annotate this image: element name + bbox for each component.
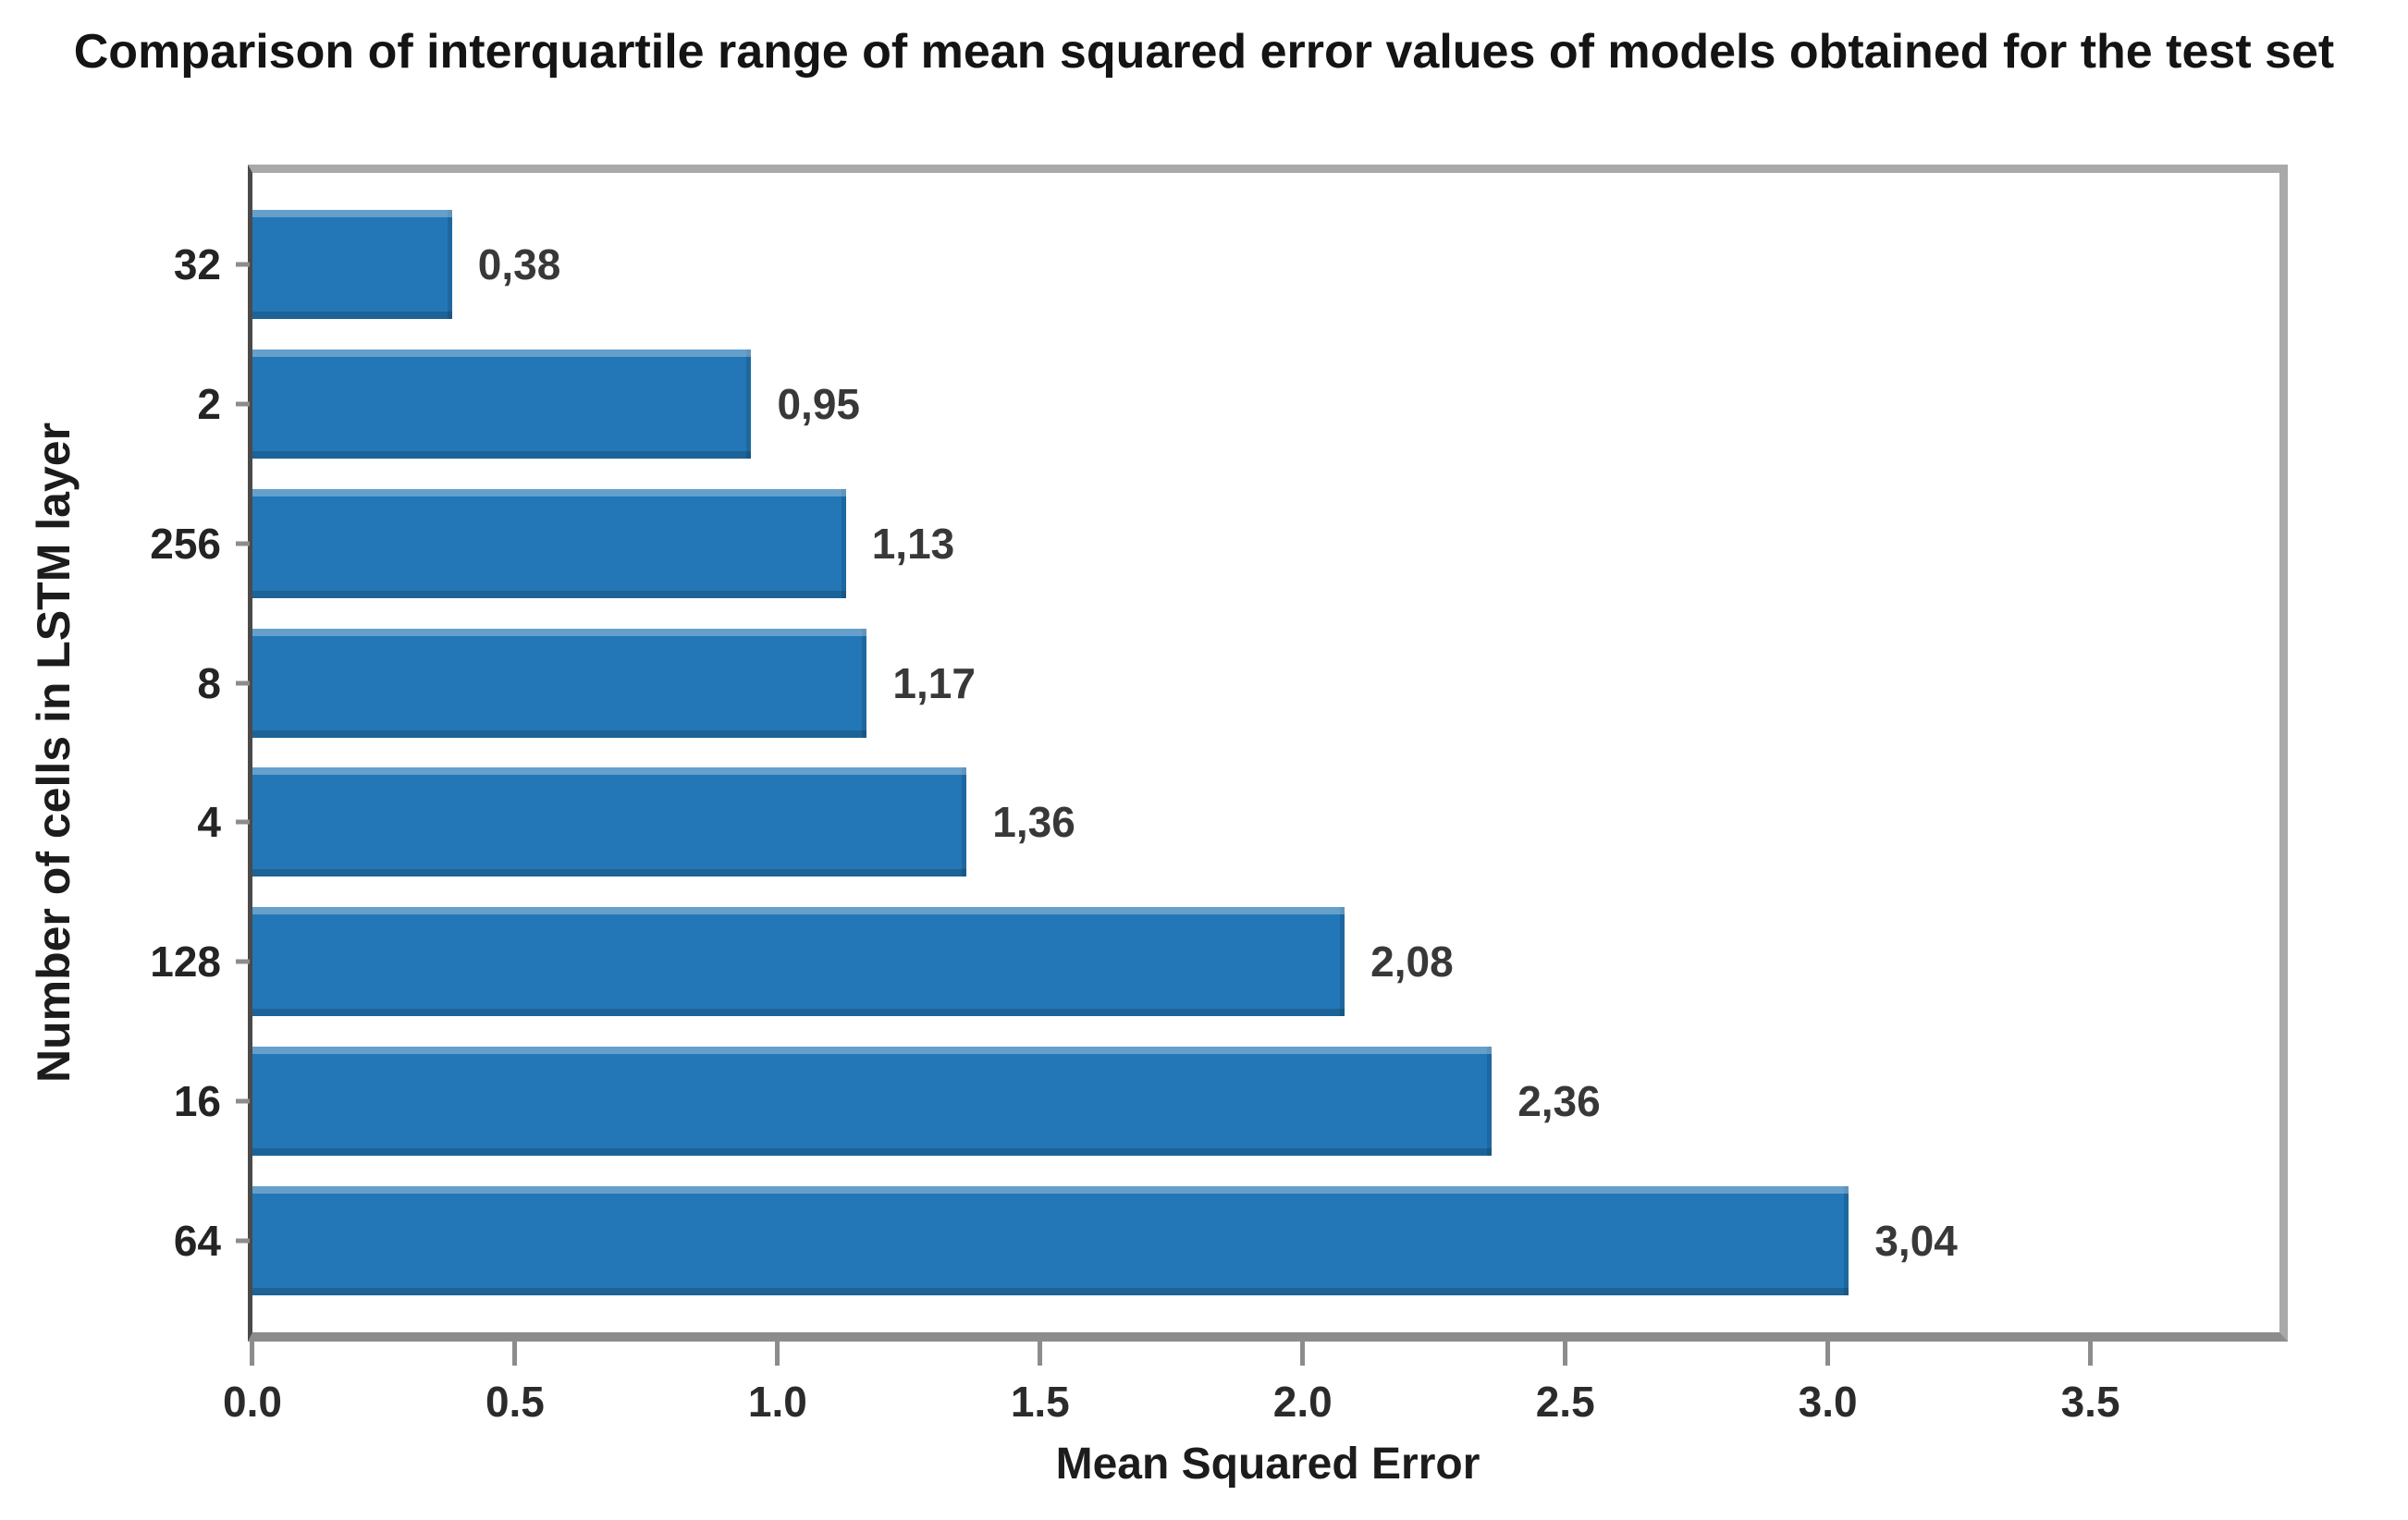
bar-row: 16 2,36 [174, 1047, 2279, 1157]
bar-value-label: 1,13 [871, 519, 955, 568]
y-tick-mark [236, 1238, 250, 1244]
bar-value-label: 0,95 [777, 379, 860, 428]
bar-row: 64 3,04 [174, 1185, 2279, 1295]
x-axis-title: Mean Squared Error [1055, 1440, 1480, 1489]
x-tick-label: 0.0 [223, 1378, 282, 1426]
x-tick-label: 3.5 [2060, 1378, 2120, 1426]
x-tick-mark [512, 1342, 518, 1366]
x-tick-mark [1563, 1342, 1568, 1366]
bars-area: 32 0,38 2 0,95 256 1,13 8 1,17 4 1,36 128 2,08 16 2,3… [150, 173, 2279, 1332]
y-category-label: 8 [197, 658, 221, 707]
y-category-label: 256 [150, 519, 221, 568]
y-category-label: 64 [173, 1216, 221, 1265]
bar [252, 1047, 1493, 1157]
bar-value-label: 1,36 [992, 798, 1075, 847]
bar-value-label: 3,04 [1874, 1216, 1958, 1265]
x-tick-label: 0.5 [485, 1378, 545, 1426]
y-category-label: 128 [150, 938, 221, 987]
x-tick: 2.5 [1536, 1342, 1595, 1427]
bar [252, 628, 867, 738]
bar-value-label: 1,17 [892, 658, 976, 707]
y-tick-mark [236, 1098, 250, 1104]
x-tick: 0.0 [223, 1342, 282, 1427]
chart-title: Comparison of interquartile range of mea… [73, 25, 2335, 79]
bar-row: 256 1,13 [150, 488, 2279, 598]
x-tick-label: 2.0 [1272, 1378, 1333, 1426]
y-tick-mark [236, 819, 250, 825]
x-tick-label: 1.0 [747, 1378, 807, 1426]
y-category-label: 16 [173, 1077, 221, 1126]
bar-value-label: 0,38 [477, 240, 561, 288]
bar-value-label: 2,08 [1370, 938, 1454, 987]
x-tick: 1.5 [1011, 1342, 1070, 1427]
bar-row: 4 1,36 [197, 767, 2279, 877]
y-category-label: 2 [197, 379, 221, 428]
bar-row: 8 1,17 [197, 628, 2279, 738]
x-tick: 3.0 [1799, 1342, 1858, 1427]
y-category-label: 32 [173, 240, 221, 288]
x-tick-label: 3.0 [1798, 1378, 1858, 1426]
x-tick: 0.5 [485, 1342, 545, 1427]
x-tick-mark [250, 1342, 255, 1366]
bar [252, 767, 967, 877]
x-tick-mark [1300, 1342, 1306, 1366]
x-tick-mark [775, 1342, 780, 1366]
bar-row: 32 0,38 [174, 210, 2279, 319]
x-tick-mark [1038, 1342, 1043, 1366]
bar [252, 349, 752, 459]
y-tick-mark [236, 959, 250, 964]
plot-area: 32 0,38 2 0,95 256 1,13 8 1,17 4 1,36 128 2,08 16 2,3… [150, 165, 2288, 1426]
x-tick: 3.5 [2061, 1342, 2120, 1427]
bar-row: 128 2,08 [150, 907, 2279, 1017]
y-tick-mark [236, 262, 250, 267]
x-tick-mark [1825, 1342, 1831, 1366]
y-tick-mark [236, 401, 250, 407]
bar [252, 488, 846, 598]
x-tick-label: 1.5 [1010, 1378, 1070, 1426]
y-axis-title: Number of cells in LSTM layer [28, 422, 80, 1084]
x-tick: 1.0 [748, 1342, 807, 1427]
x-tick-label: 2.5 [1535, 1378, 1595, 1426]
bar [252, 907, 1345, 1017]
y-category-label: 4 [197, 798, 221, 847]
bar [252, 210, 452, 319]
y-tick-mark [236, 680, 250, 686]
y-tick-mark [236, 541, 250, 546]
x-tick-mark [2088, 1342, 2094, 1366]
x-tick: 2.0 [1273, 1342, 1333, 1427]
bar [252, 1185, 1849, 1295]
bar-row: 2 0,95 [197, 349, 2279, 459]
bar-value-label: 2,36 [1517, 1077, 1601, 1126]
